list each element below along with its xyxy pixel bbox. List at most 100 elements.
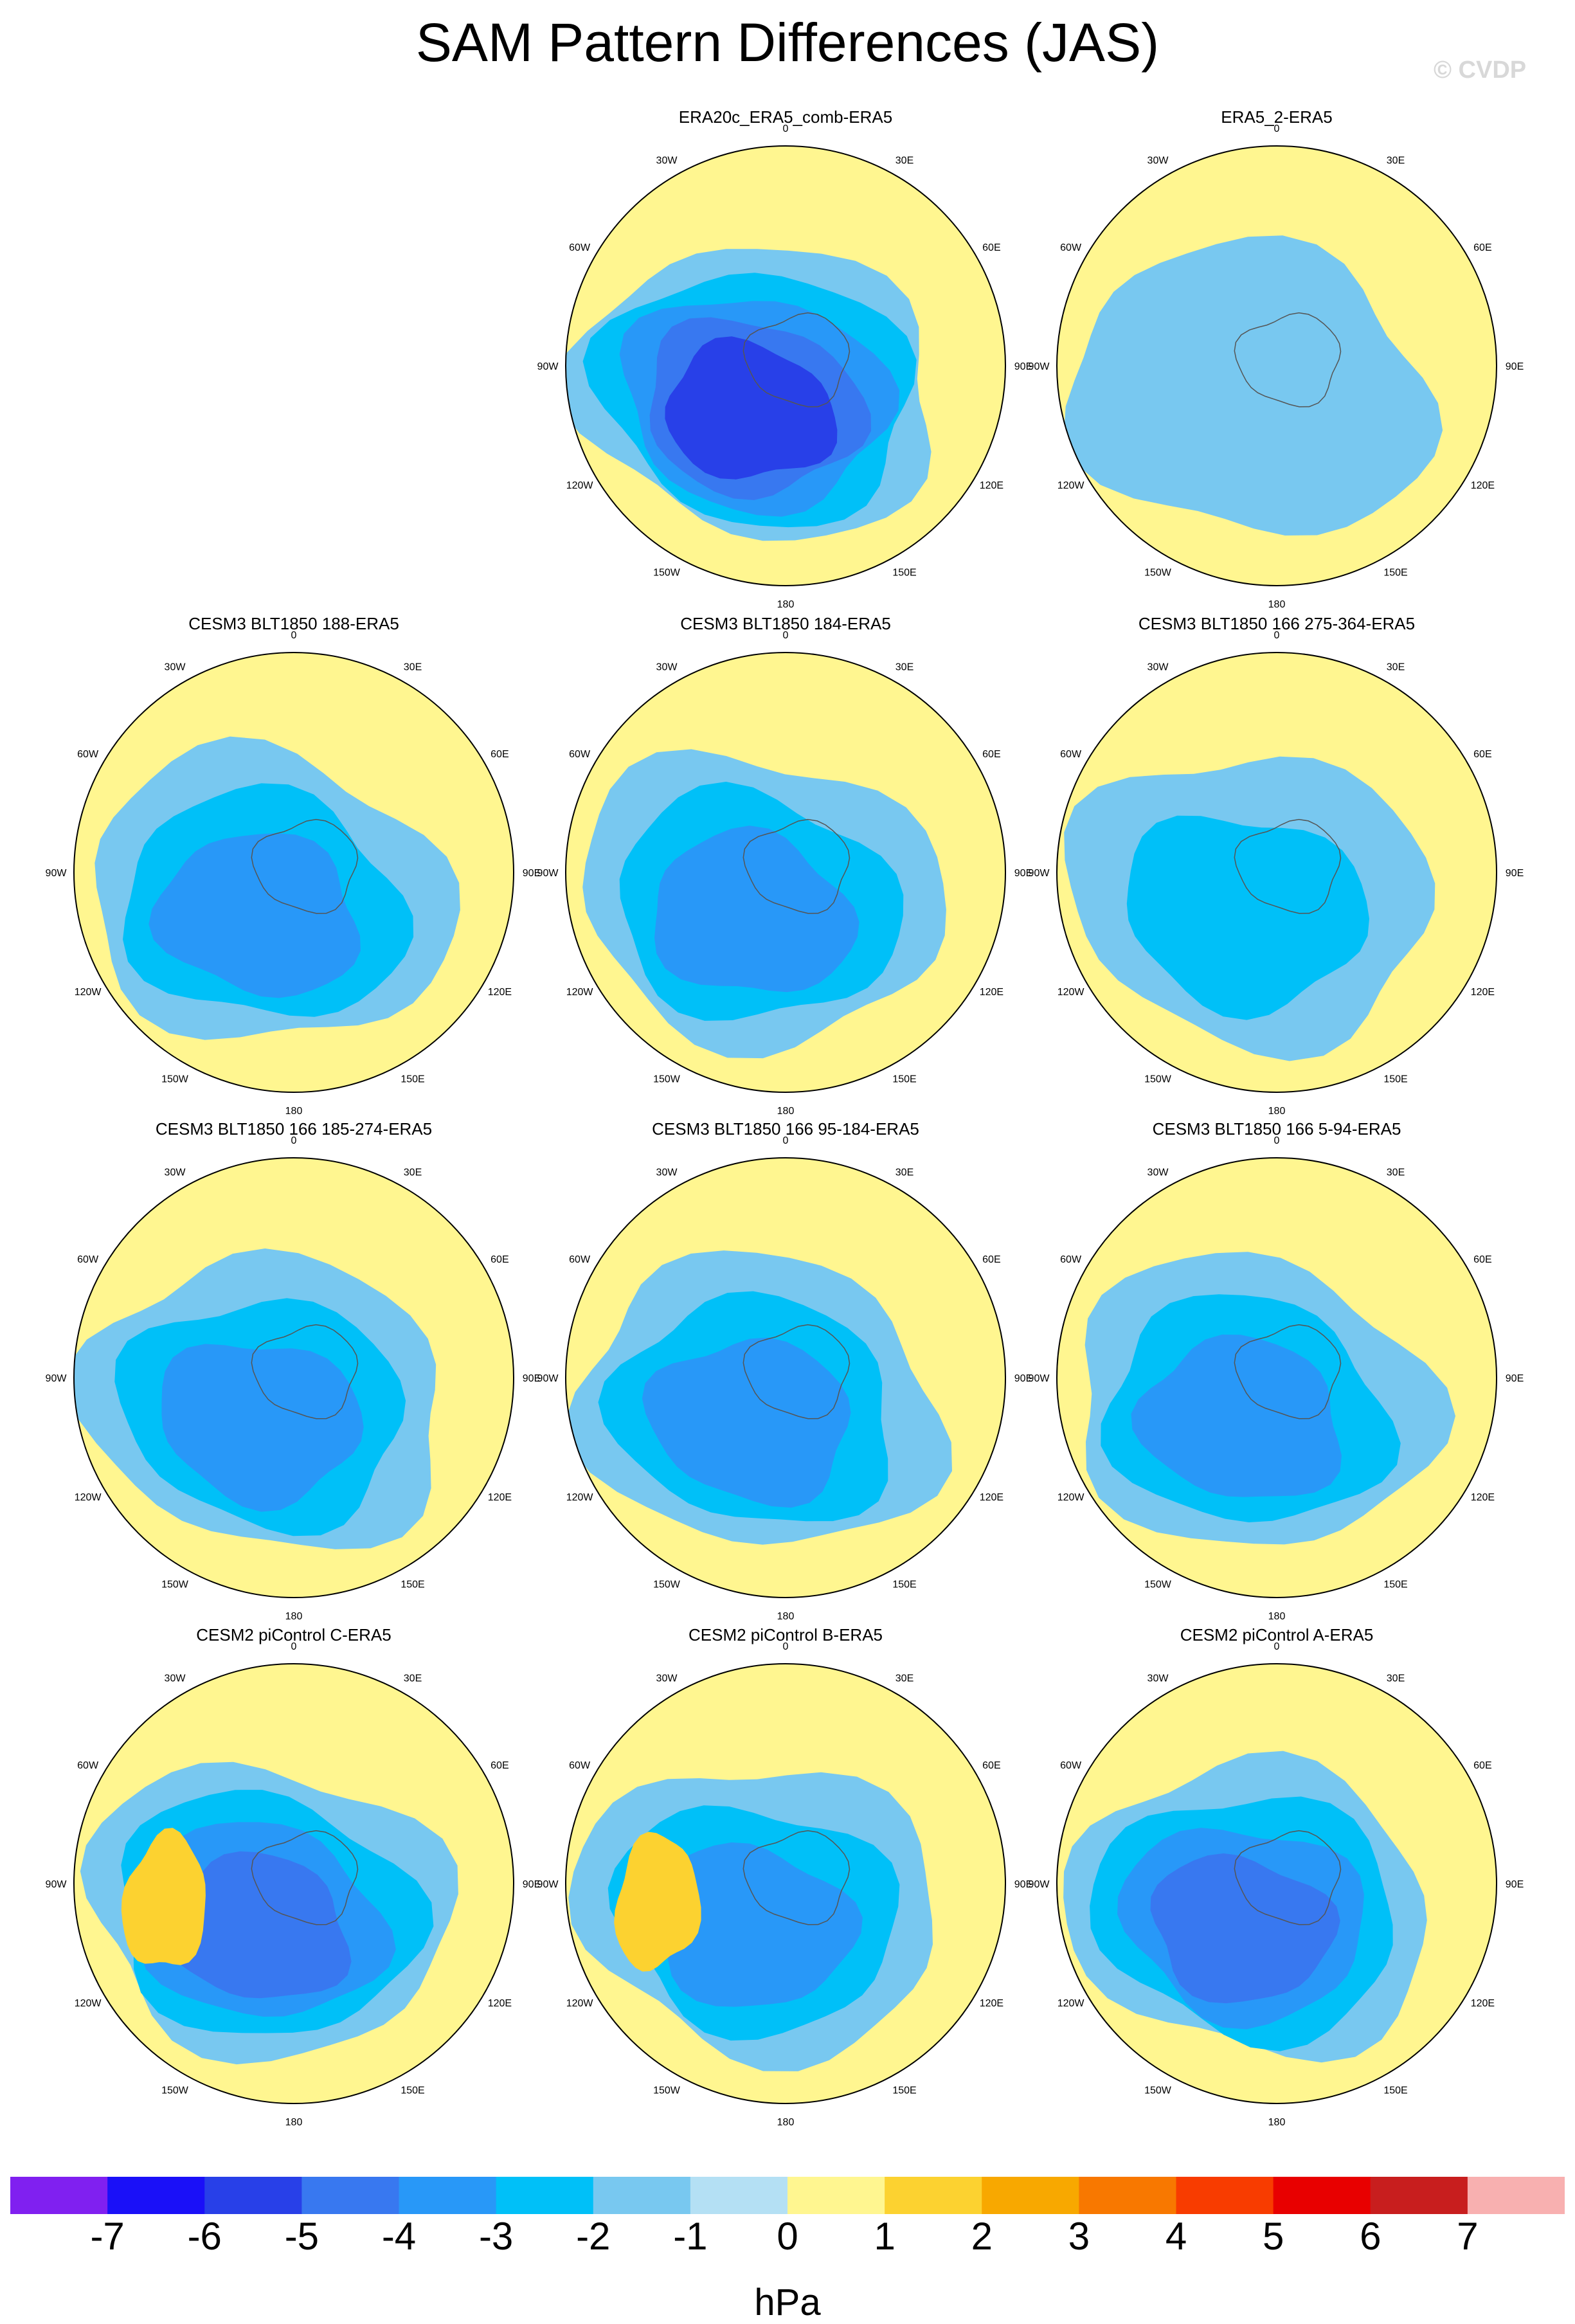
antarctica-coastline — [1234, 818, 1342, 914]
longitude-label: 30W — [656, 662, 678, 673]
polar-map: 0 30E 60E 90E 120E 150E 180 150W 120W 90W 60W 30W — [46, 630, 541, 1117]
antarctica-coastline — [742, 1830, 851, 1925]
longitude-label: 120E — [980, 987, 1004, 998]
longitude-label: 120E — [488, 1492, 512, 1503]
colorbar-swatch — [1467, 2177, 1565, 2214]
longitude-label: 30E — [404, 1167, 422, 1178]
figure-title: SAM Pattern Differences (JAS) — [415, 12, 1160, 73]
longitude-label: 120W — [566, 480, 594, 491]
longitude-label: 90E — [1506, 361, 1524, 372]
longitude-label: 0 — [783, 1135, 789, 1146]
contour-level — [121, 1828, 206, 1965]
longitude-label: 60E — [491, 1254, 509, 1265]
colorbar — [10, 2177, 1565, 2214]
longitude-label: 60E — [491, 1760, 509, 1771]
colorbar-tick: 1 — [874, 2215, 896, 2258]
polar-map: 0 30E 60E 90E 120E 150E 180 150W 120W 90W 60W 30W — [537, 1641, 1033, 2128]
colorbar-tick: -4 — [381, 2215, 417, 2258]
longitude-label: 150W — [653, 567, 681, 578]
antarctica-coastline — [1234, 1324, 1342, 1419]
colorbar-swatch — [1176, 2177, 1274, 2214]
longitude-label: 0 — [291, 630, 297, 641]
longitude-label: 30W — [165, 1167, 186, 1178]
longitude-label: 120W — [566, 987, 594, 998]
longitude-label: 60W — [77, 1254, 99, 1265]
polar-map: 0 30E 60E 90E 120E 150E 180 150W 120W 90W 60W 30W — [46, 1641, 541, 2128]
longitude-label: 120W — [1058, 480, 1085, 491]
longitude-label: 30W — [656, 156, 678, 167]
longitude-label: 150E — [1383, 567, 1407, 578]
longitude-label: 150E — [1383, 1579, 1407, 1590]
contour-level — [159, 1851, 352, 1999]
longitude-label: 60E — [1473, 1254, 1491, 1265]
contour-level — [665, 336, 838, 480]
longitude-label: 60W — [569, 1254, 591, 1265]
longitude-label: 0 — [291, 1135, 297, 1146]
longitude-label: 30E — [1387, 1167, 1405, 1178]
longitude-label: 150E — [401, 1579, 424, 1590]
longitude-label: 120E — [980, 1998, 1004, 2009]
colorbar-tick: -2 — [576, 2215, 611, 2258]
polar-map: 0 30E 60E 90E 120E 150E 180 150W 120W 90W 60W 30W — [1029, 123, 1524, 610]
longitude-label: 150W — [1144, 567, 1172, 578]
longitude-label: 90E — [523, 1373, 541, 1384]
longitude-label: 180 — [1268, 2117, 1286, 2128]
longitude-label: 30E — [896, 156, 914, 167]
longitude-label: 0 — [1274, 1641, 1280, 1652]
map-border — [565, 145, 1006, 586]
longitude-label: 120W — [1058, 1998, 1085, 2009]
longitude-label: 150W — [1144, 2085, 1172, 2096]
colorbar-tick: -6 — [187, 2215, 222, 2258]
panel-title: ERA5_2-ERA5 — [1221, 107, 1333, 127]
polar-map: 0 30E 60E 90E 120E 150E 180 150W 120W 90W 60W 30W — [1029, 1135, 1524, 1622]
polar-map: 0 30E 60E 90E 120E 150E 180 150W 120W 90W 60W 30W — [1029, 1641, 1524, 2128]
longitude-label: 30W — [165, 662, 186, 673]
longitude-label: 150W — [653, 2085, 681, 2096]
longitude-label: 150W — [161, 1074, 189, 1085]
antarctica-coastline — [742, 312, 851, 408]
longitude-label: 90E — [1506, 868, 1524, 879]
longitude-label: 30W — [165, 1673, 186, 1684]
longitude-label: 30E — [1387, 156, 1405, 167]
longitude-label: 120E — [488, 987, 512, 998]
longitude-label: 180 — [777, 599, 795, 610]
colorbar-swatch — [690, 2177, 788, 2214]
longitude-label: 0 — [1274, 630, 1280, 641]
longitude-label: 60E — [1473, 242, 1491, 253]
longitude-label: 60E — [982, 1254, 1000, 1265]
longitude-label: 30E — [896, 662, 914, 673]
map-border — [1056, 1663, 1497, 2104]
polar-map: 0 30E 60E 90E 120E 150E 180 150W 120W 90W 60W 30W — [1029, 630, 1524, 1117]
longitude-label: 120W — [566, 1492, 594, 1503]
longitude-label: 150E — [892, 1579, 916, 1590]
panel-title: CESM3 BLT1850 188-ERA5 — [188, 614, 399, 633]
longitude-label: 120E — [1471, 1492, 1495, 1503]
longitude-label: 90E — [1014, 868, 1032, 879]
polar-map: 0 30E 60E 90E 120E 150E 180 150W 120W 90W 60W 30W — [46, 1135, 541, 1622]
longitude-label: 30E — [1387, 662, 1405, 673]
map-border — [565, 1663, 1006, 2104]
longitude-label: 120E — [1471, 987, 1495, 998]
map-border — [1056, 1157, 1497, 1598]
longitude-label: 60W — [1060, 242, 1082, 253]
longitude-label: 30W — [656, 1673, 678, 1684]
longitude-label: 0 — [1274, 1135, 1280, 1146]
panel-title: CESM3 BLT1850 166 185-274-ERA5 — [155, 1119, 433, 1139]
contour-level — [148, 833, 361, 998]
colorbar-swatch — [1079, 2177, 1177, 2214]
longitude-label: 120W — [75, 1492, 102, 1503]
longitude-label: 120W — [75, 1998, 102, 2009]
longitude-label: 150W — [653, 1074, 681, 1085]
map-border — [565, 652, 1006, 1093]
longitude-label: 30W — [1148, 662, 1169, 673]
longitude-label: 90W — [537, 1879, 559, 1890]
contour-level — [161, 1344, 364, 1512]
longitude-label: 150W — [1144, 1074, 1172, 1085]
panel-title: ERA20c_ERA5_comb-ERA5 — [678, 107, 893, 127]
longitude-label: 180 — [777, 2117, 795, 2128]
polar-map: 0 30E 60E 90E 120E 150E 180 150W 120W 90W 60W 30W — [537, 1135, 1033, 1622]
colorbar-swatch — [1370, 2177, 1468, 2214]
panel-title: CESM2 piControl B-ERA5 — [688, 1625, 883, 1644]
longitude-label: 60W — [569, 1760, 591, 1771]
colorbar-tick: 5 — [1262, 2215, 1284, 2258]
